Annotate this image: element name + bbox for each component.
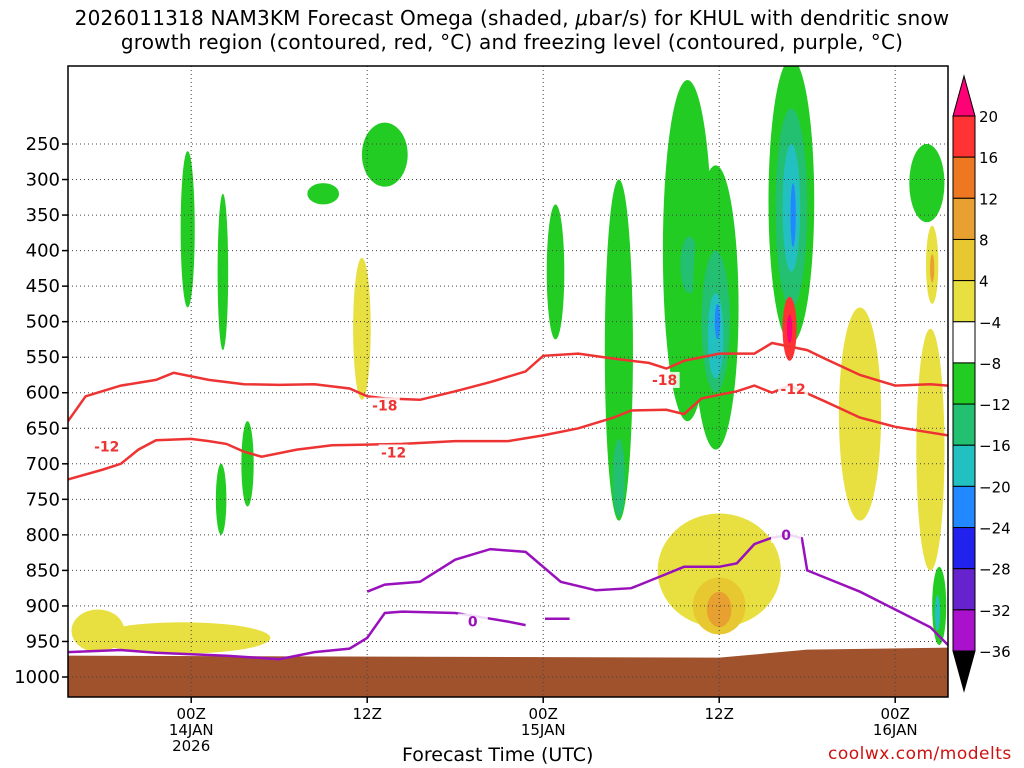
ground-terrain [68, 647, 948, 697]
x-tick-label-20-0: 00Z [529, 705, 558, 723]
contour-label-dgz-mid-label: -12 [780, 382, 805, 398]
x-tick-label-20-1: 15JAN [521, 721, 566, 739]
omega-region-4 [241, 421, 254, 507]
x-axis-title: Forecast Time (UTC) [402, 744, 594, 766]
y-tick-label-400: 400 [26, 241, 60, 262]
colorbar-swatch-8 [952, 444, 976, 487]
colorbar-swatch-5 [952, 321, 976, 364]
colorbar-label-10: −24 [979, 520, 1011, 538]
omega-region-18 [790, 183, 796, 248]
colorbar-label-3: 8 [979, 231, 989, 249]
chart-title-line-2: growth region (contoured, red, °C) and f… [120, 30, 904, 54]
omega-region-5 [215, 463, 227, 535]
colorbar-label-13: −36 [979, 643, 1011, 661]
colorbar-label-5: −4 [979, 314, 1001, 332]
colorbar-label-1: 16 [979, 149, 998, 167]
omega-region-22 [353, 257, 371, 400]
y-tick-label-650: 650 [26, 418, 60, 439]
omega-region-13 [707, 293, 724, 379]
colorbar-swatch-10 [952, 527, 976, 570]
omega-region-8 [612, 438, 626, 518]
contour-label-dgz-label-18b: -18 [372, 399, 397, 415]
y-tick-label-450: 450 [26, 276, 60, 297]
omega-region-19 [909, 144, 945, 223]
y-tick-label-850: 850 [26, 560, 60, 581]
colorbar-swatch-0 [952, 115, 976, 158]
colorbar-swatch-6 [952, 362, 976, 405]
y-tick-label-250: 250 [26, 134, 60, 155]
y-tick-label-750: 750 [26, 489, 60, 510]
contour-label-dgz-bottom-label2: -12 [381, 445, 406, 461]
omega-region-3 [217, 193, 229, 351]
omega-region-28 [838, 307, 882, 521]
omega-region-2 [180, 151, 195, 308]
omega-region-1 [307, 183, 340, 205]
omega-region-6 [546, 204, 565, 340]
contour-label-freezing-level-lower: 0 [468, 615, 478, 631]
contour-label-freezing-level-upper: 0 [781, 528, 791, 544]
x-tick-label-40-1: 16JAN [873, 721, 918, 739]
colorbar-swatch-3 [952, 238, 976, 282]
x-tick-label-0-2: 2026 [172, 737, 210, 755]
contour-label-dgz-top: -18 [652, 373, 677, 389]
colorbar-swatch-2 [952, 197, 976, 240]
omega-region-7 [604, 179, 633, 521]
y-tick-label-900: 900 [26, 596, 60, 617]
chart-title-line-1: 2026011318 NAM3KM Forecast Omega (shaded… [74, 6, 950, 30]
colorbar-swatch-7 [952, 403, 976, 446]
y-tick-label-350: 350 [26, 205, 60, 226]
credit-link[interactable]: coolwx.com/modelts [828, 744, 1012, 764]
y-tick-label-950: 950 [26, 631, 60, 652]
omega-region-31 [930, 254, 935, 283]
omega-region-27 [706, 591, 732, 628]
x-tick-label-0-1: 14JAN [169, 721, 214, 739]
colorbar-top-arrow [952, 74, 976, 117]
colorbar-swatch-9 [952, 485, 976, 529]
x-tick-label-10-0: 12Z [353, 705, 382, 723]
y-tick-label-1000: 1000 [14, 667, 60, 688]
omega-region-33 [786, 314, 793, 343]
colorbar-label-0: 20 [979, 108, 998, 126]
contour-dgz-bottom [68, 384, 948, 481]
colorbar-swatch-11 [952, 568, 976, 611]
colorbar-label-11: −28 [979, 561, 1011, 579]
x-tick-label-40-0: 00Z [881, 705, 910, 723]
colorbar-bottom-arrow [952, 650, 976, 693]
colorbar-label-7: −12 [979, 396, 1011, 414]
omega-region-0 [361, 122, 408, 187]
y-tick-label-700: 700 [26, 454, 60, 475]
contour-dgz-top [68, 341, 948, 422]
colorbar-label-2: 12 [979, 190, 998, 208]
contour-label-dgz-bottom: -12 [94, 440, 119, 456]
omega-region-21 [934, 595, 941, 631]
y-tick-label-500: 500 [26, 312, 60, 333]
colorbar-swatch-4 [952, 280, 976, 323]
colorbar-label-6: −8 [979, 355, 1001, 373]
y-tick-label-600: 600 [26, 383, 60, 404]
omega-region-29 [916, 328, 945, 571]
y-tick-label-300: 300 [26, 170, 60, 191]
x-tick-label-0-0: 00Z [177, 705, 206, 723]
colorbar-swatch-1 [952, 156, 976, 199]
y-tick-label-800: 800 [26, 525, 60, 546]
y-tick-label-550: 550 [26, 347, 60, 368]
plot-frame [67, 65, 949, 698]
contour-freezing-level-upper [366, 533, 948, 646]
colorbar-swatch-12 [952, 609, 976, 652]
colorbar-label-9: −20 [979, 478, 1011, 496]
colorbar-label-12: −32 [979, 602, 1011, 620]
colorbar-label-4: 4 [979, 273, 989, 291]
x-tick-label-30-0: 12Z [705, 705, 734, 723]
colorbar-label-8: −16 [979, 437, 1011, 455]
omega-region-24 [94, 622, 271, 654]
plot-area: -18 -12 -12 -12 -18 0 0 [68, 66, 948, 697]
